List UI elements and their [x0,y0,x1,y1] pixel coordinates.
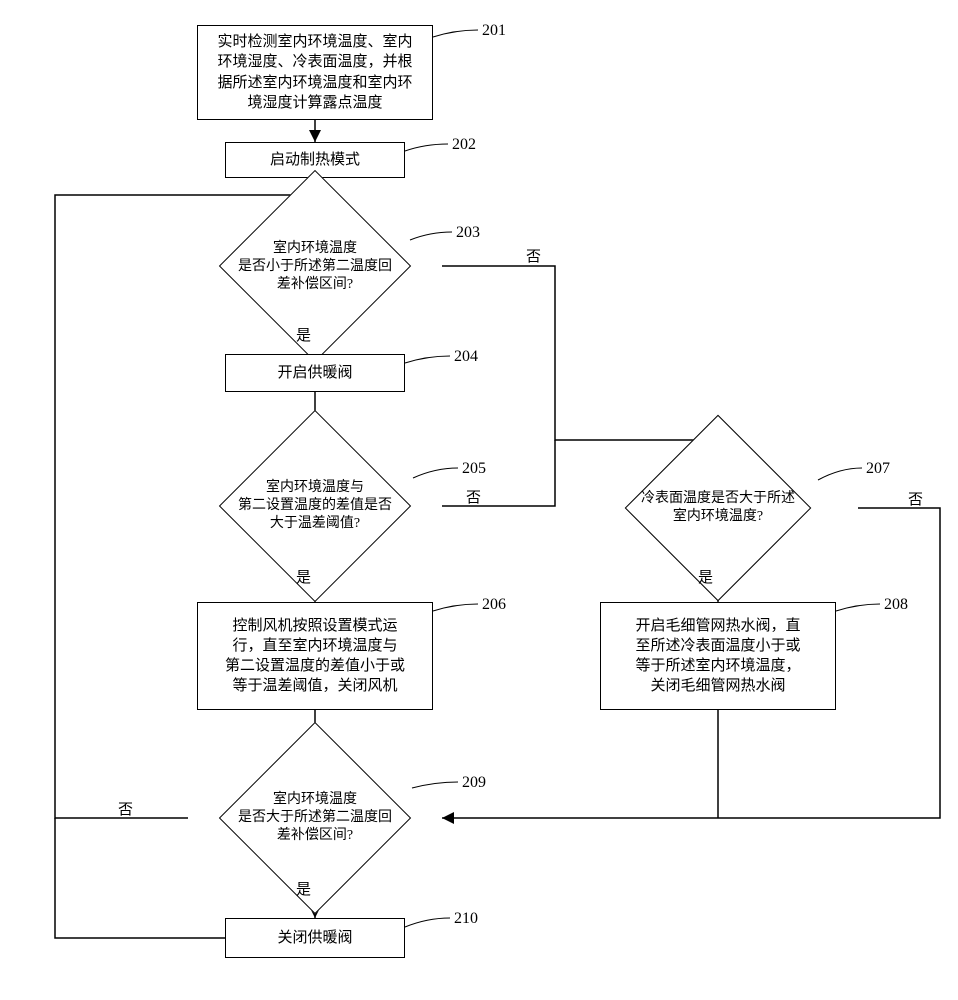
label-203-no: 否 [526,245,541,266]
process-208: 开启毛细管网热水阀，直 至所述冷表面温度小于或 等于所述室内环境温度， 关闭毛细… [600,602,836,710]
decision-207 [625,415,812,602]
label-205-yes: 是 [296,566,311,587]
ref-201: 201 [482,22,506,40]
process-204-text: 开启供暖阀 [277,363,352,383]
process-201: 实时检测室内环境温度、室内 环境湿度、冷表面温度，并根 据所述室内环境温度和室内… [197,25,433,120]
label-205-no: 否 [466,486,481,507]
ref-209: 209 [462,774,486,792]
process-206-text: 控制风机按照设置模式运 行，直至室内环境温度与 第二设置温度的差值小于或 等于温… [225,616,405,697]
decision-203 [219,170,411,362]
ref-202: 202 [452,136,476,154]
ref-204: 204 [454,348,478,366]
ref-203: 203 [456,224,480,242]
label-209-no: 否 [118,798,133,819]
process-210: 关闭供暖阀 [225,918,405,958]
process-208-text: 开启毛细管网热水阀，直 至所述冷表面温度小于或 等于所述室内环境温度， 关闭毛细… [635,616,800,697]
process-202-text: 启动制热模式 [270,150,360,170]
label-207-yes: 是 [698,566,713,587]
ref-210: 210 [454,910,478,928]
label-209-yes: 是 [296,878,311,899]
label-203-yes: 是 [296,324,311,345]
process-206: 控制风机按照设置模式运 行，直至室内环境温度与 第二设置温度的差值小于或 等于温… [197,602,433,710]
decision-209 [219,722,411,914]
ref-207: 207 [866,460,890,478]
decision-205 [219,410,411,602]
process-201-text: 实时检测室内环境温度、室内 环境湿度、冷表面温度，并根 据所述室内环境温度和室内… [217,32,412,113]
ref-208: 208 [884,596,908,614]
ref-205: 205 [462,460,486,478]
process-210-text: 关闭供暖阀 [277,928,352,948]
label-207-no: 否 [908,488,923,509]
process-204: 开启供暖阀 [225,354,405,392]
ref-206: 206 [482,596,506,614]
